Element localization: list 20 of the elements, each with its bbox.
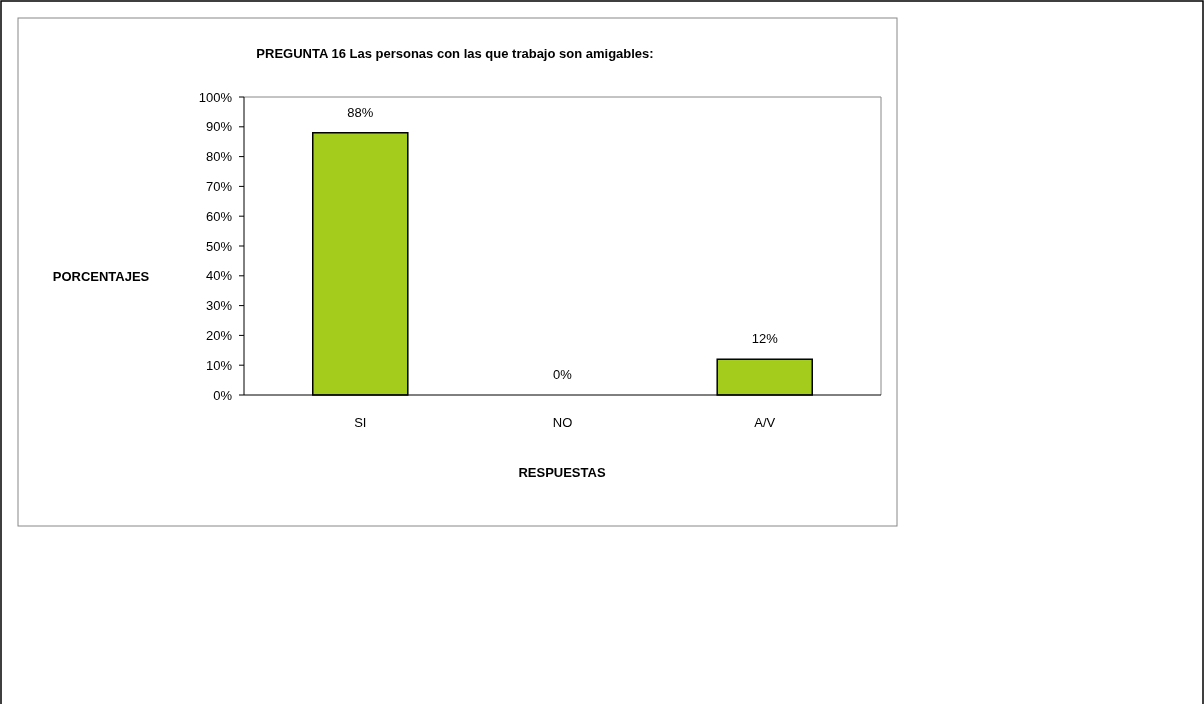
y-tick-label: 10%	[205, 357, 233, 373]
y-tick-label: 70%	[205, 178, 233, 194]
x-tick-label: SI	[354, 415, 367, 430]
data-label: 0%	[553, 367, 573, 382]
y-tick-label: 30%	[205, 298, 233, 314]
y-axis-title: PORCENTAJES	[52, 269, 150, 284]
x-axis-title: RESPUESTAS	[518, 465, 606, 480]
y-tick-label: 50%	[205, 238, 233, 254]
y-tick-label: 0%	[213, 387, 233, 403]
y-tick-label: 40%	[205, 268, 233, 284]
y-tick-label: 100%	[198, 89, 233, 105]
y-tick-label: 20%	[205, 327, 233, 343]
chart-title: PREGUNTA 16 Las personas con las que trabajo son amigables:	[256, 46, 654, 61]
y-tick-label: 90%	[205, 119, 233, 135]
data-label: 88%	[347, 104, 374, 120]
data-label: 12%	[751, 331, 779, 347]
y-tick-label: 80%	[205, 149, 233, 165]
y-tick-label: 60%	[205, 208, 233, 224]
x-tick-label: A/V	[754, 415, 776, 430]
x-tick-label: NO	[552, 415, 573, 430]
